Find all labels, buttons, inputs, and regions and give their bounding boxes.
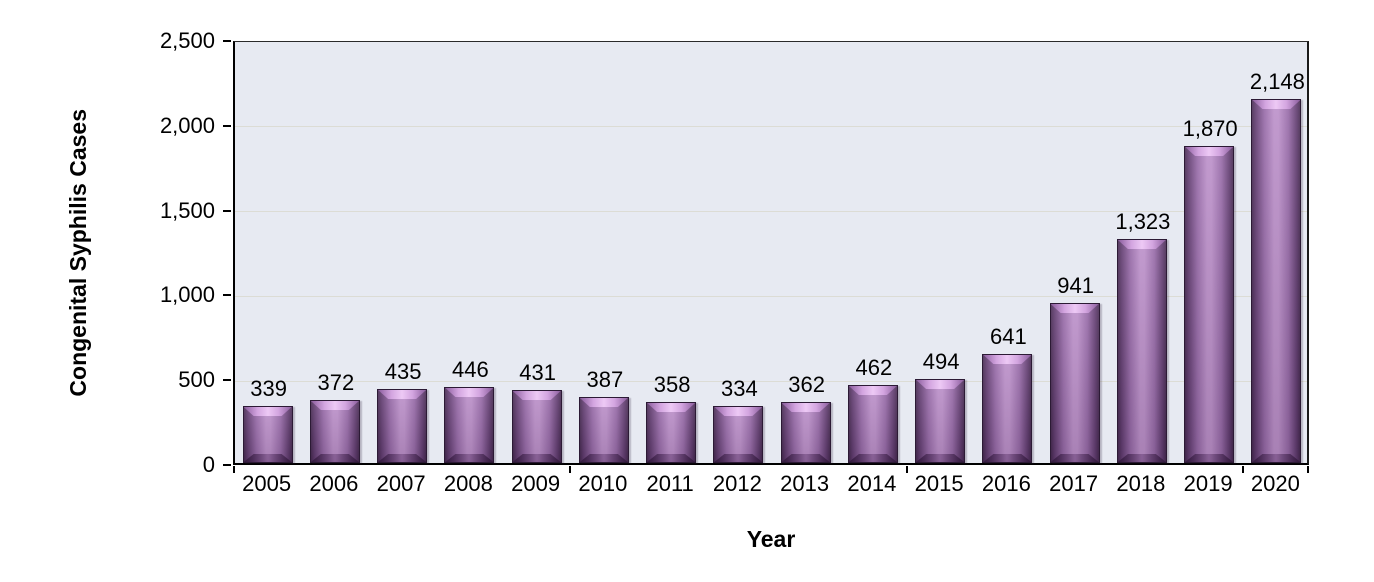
- y-tick-label-1500: 1,500: [159, 197, 215, 223]
- bar-2016: [982, 354, 1033, 463]
- x-tick-boundary-5: [569, 466, 572, 473]
- x-axis-title: Year: [746, 526, 796, 552]
- value-label-2005: 339: [250, 376, 287, 401]
- x-tick-boundary-10: [905, 466, 908, 473]
- bar-2005: [242, 406, 293, 463]
- x-tick-label-2012: 2012: [712, 471, 762, 496]
- bar-2020: [1251, 99, 1302, 463]
- value-label-2020: 2,148: [1249, 69, 1305, 94]
- value-label-2007: 435: [384, 359, 422, 384]
- value-label-2009: 431: [519, 360, 556, 385]
- gridline-1500: [235, 211, 1307, 213]
- x-tick-label-2020: 2020: [1250, 471, 1300, 496]
- bar-2017: [1049, 303, 1100, 463]
- value-label-2018: 1,323: [1115, 209, 1171, 234]
- value-label-2016: 641: [990, 324, 1027, 349]
- gridline-1000: [235, 295, 1307, 297]
- x-tick-label-2015: 2015: [914, 471, 964, 496]
- x-tick-label-2008: 2008: [443, 471, 493, 496]
- bar-2007: [377, 389, 428, 463]
- y-tick-1000: [223, 294, 231, 297]
- bar-2011: [646, 402, 697, 463]
- bar-2009: [511, 390, 562, 463]
- x-tick-label-2009: 2009: [511, 471, 561, 496]
- y-tick-2000: [223, 124, 231, 127]
- x-tick-label-2019: 2019: [1183, 471, 1233, 496]
- bar-2014: [847, 385, 898, 463]
- value-label-2013: 362: [788, 372, 825, 397]
- bar-2015: [915, 379, 966, 463]
- x-tick-boundary-16: [1307, 466, 1309, 473]
- x-tick-boundary-0: [233, 466, 235, 473]
- x-tick-label-2005: 2005: [242, 471, 292, 496]
- value-label-2017: 941: [1057, 273, 1094, 298]
- value-label-2011: 358: [653, 372, 691, 397]
- y-tick-label-2000: 2,000: [159, 112, 215, 138]
- x-tick-label-2007: 2007: [376, 471, 426, 496]
- x-axis-tick-labels: 2005 2006 2007 2008 2009 2010 2011 2012 2013 2014…: [233, 471, 1309, 497]
- plot-area: 339 372 435 446 431 387 358 334 362 462 494 641 941 1…: [233, 41, 1309, 465]
- y-tick-label-2500: 2,500: [159, 28, 215, 53]
- bar-2008: [444, 387, 495, 463]
- x-tick-label-2014: 2014: [847, 471, 897, 496]
- value-label-2019: 1,870: [1182, 116, 1238, 141]
- y-tick-label-0: 0: [202, 452, 215, 477]
- value-label-2012: 334: [721, 376, 758, 401]
- x-tick-label-2006: 2006: [309, 471, 359, 496]
- y-tick-1500: [223, 209, 231, 212]
- value-label-2014: 462: [855, 355, 893, 380]
- y-axis-tick-labels: 0 500 1,000 1,500 2,000 2,500: [0, 28, 215, 477]
- bar-2013: [780, 402, 831, 463]
- y-tick-label-1000: 1,000: [159, 282, 215, 308]
- x-tick-label-2016: 2016: [981, 471, 1031, 496]
- y-tick-label-500: 500: [178, 367, 215, 393]
- bar-2012: [713, 406, 764, 463]
- gridline-500: [235, 380, 1307, 382]
- y-tick-2500: [223, 40, 231, 42]
- value-label-2008: 446: [452, 357, 489, 382]
- gridline-2000: [235, 126, 1307, 128]
- y-tick-0: [223, 464, 231, 466]
- x-tick-label-2011: 2011: [646, 471, 694, 496]
- bar-2006: [309, 400, 360, 463]
- x-tick-label-2010: 2010: [578, 471, 628, 496]
- bar-2010: [578, 397, 629, 463]
- x-tick-label-2017: 2017: [1049, 471, 1099, 496]
- bar-2019: [1184, 146, 1235, 463]
- bar-2018: [1116, 239, 1167, 463]
- x-tick-label-2013: 2013: [780, 471, 830, 496]
- value-label-2010: 387: [586, 367, 624, 392]
- x-tick-label-2018: 2018: [1116, 471, 1166, 496]
- value-label-2015: 494: [922, 349, 960, 374]
- value-label-2006: 372: [317, 370, 355, 395]
- x-tick-boundary-15: [1241, 466, 1244, 473]
- y-tick-500: [223, 379, 231, 382]
